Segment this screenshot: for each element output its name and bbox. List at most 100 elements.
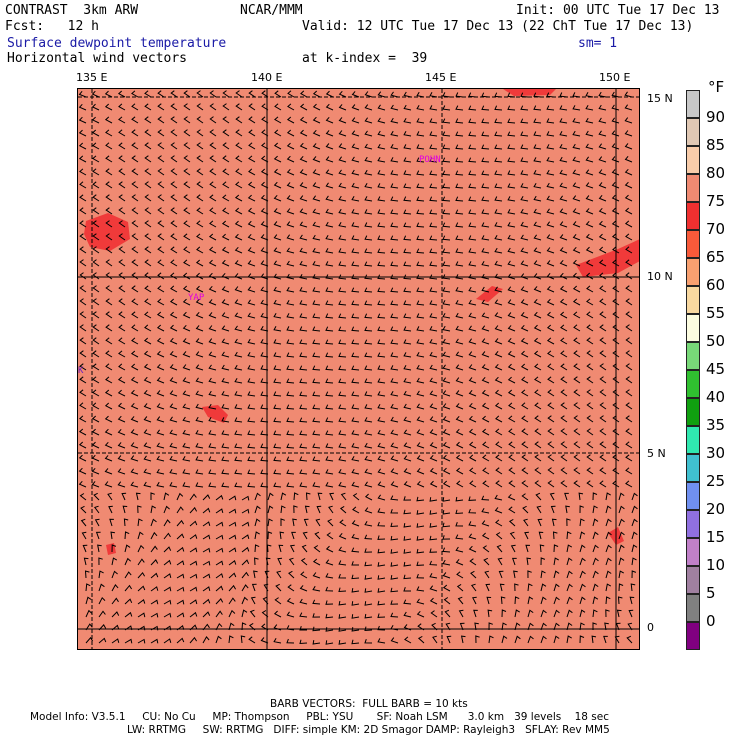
wind-barb [118, 168, 126, 176]
wind-barb [118, 116, 126, 124]
wind-barb [247, 469, 256, 475]
wind-barb [599, 324, 607, 332]
wind-barb [507, 234, 516, 241]
wind-barb [481, 157, 490, 163]
wind-barb [261, 610, 269, 618]
wind-barb [534, 454, 542, 462]
wind-barb [429, 170, 438, 176]
wind-barb [625, 324, 633, 332]
colorbar-segment [686, 426, 700, 454]
wind-barb [228, 622, 235, 631]
wind-barb [299, 326, 308, 332]
wind-barb [137, 598, 146, 605]
colorbar-segment [686, 174, 700, 202]
wind-barb [481, 402, 490, 410]
wind-barb [508, 402, 516, 410]
wind-barb [625, 467, 633, 475]
wind-barb [131, 116, 139, 124]
wind-barb [566, 635, 572, 644]
wind-barb [527, 609, 534, 618]
wind-barb [403, 587, 411, 592]
wind-barb [240, 635, 246, 644]
wind-barb [143, 455, 152, 462]
wind-barb [618, 505, 625, 514]
wind-barb [338, 417, 347, 423]
wind-barb [598, 233, 607, 241]
wind-barb [124, 625, 133, 631]
wind-barb [364, 520, 373, 527]
wind-barb [79, 233, 87, 241]
wind-barb [182, 272, 191, 280]
wind-barb [286, 273, 295, 280]
wind-barb [299, 430, 308, 436]
wind-barb [481, 222, 490, 228]
wind-barb [559, 105, 568, 111]
wind-barb [300, 571, 308, 579]
wind-barb [553, 609, 560, 618]
wind-barb [118, 103, 126, 111]
wind-barb [79, 324, 87, 332]
wind-barb [248, 103, 256, 111]
wind-barb [481, 92, 490, 98]
wind-barb [585, 92, 594, 98]
wind-barb [338, 300, 347, 306]
wind-barb [351, 235, 360, 241]
colorbar-label: 80 [706, 164, 726, 182]
wind-barb [481, 312, 490, 319]
wind-barb [592, 492, 598, 501]
colorbar-segment [686, 118, 700, 146]
wind-barb [170, 116, 178, 124]
wind-barb [572, 259, 581, 267]
wind-barb [338, 130, 347, 137]
wind-barb [482, 480, 490, 488]
wind-barb [605, 492, 611, 501]
wind-barb [377, 494, 386, 501]
wind-barb [273, 469, 282, 475]
wind-barb [202, 586, 211, 592]
wind-barb [338, 546, 347, 553]
wind-barb [261, 623, 269, 631]
wind-barb [275, 583, 282, 592]
wind-barb [137, 571, 146, 579]
wind-barb [169, 442, 178, 449]
colorbar-label: 20 [706, 500, 726, 518]
wind-barb [247, 233, 256, 241]
wind-barb [124, 638, 133, 644]
wind-barb [468, 338, 477, 345]
wind-barb [560, 389, 568, 397]
moist-patch-north [503, 89, 556, 96]
wind-barb [196, 220, 204, 228]
wind-barb [573, 389, 581, 397]
wind-barb [260, 378, 269, 384]
wind-barb [377, 313, 386, 319]
wind-barb [455, 441, 464, 449]
wind-barb [416, 429, 425, 436]
wind-barb [208, 338, 217, 345]
wind-barb [470, 583, 477, 592]
wind-barb [540, 609, 547, 618]
moist-patch-central [476, 286, 503, 302]
wind-barb [176, 519, 185, 527]
wind-barb [260, 312, 269, 319]
wind-barb [222, 207, 230, 215]
wind-barb [614, 635, 620, 644]
wind-barb [312, 599, 321, 605]
wind-barb [286, 625, 295, 631]
wind-barb [221, 390, 230, 397]
wind-barb [514, 596, 520, 605]
wind-barb [195, 443, 204, 449]
wind-barb [618, 544, 625, 553]
wind-barb [312, 430, 321, 436]
wind-barb [260, 469, 269, 475]
wind-barb [364, 639, 373, 644]
wind-barb [429, 157, 438, 163]
wind-barb [144, 194, 152, 202]
wind-barb [273, 637, 282, 644]
wind-barb [468, 428, 477, 436]
wind-barb [534, 415, 542, 423]
wind-barb [144, 142, 152, 150]
wind-barb [625, 480, 633, 488]
wind-barb [92, 220, 100, 228]
wind-barb [547, 350, 555, 358]
wind-barb [533, 298, 542, 306]
